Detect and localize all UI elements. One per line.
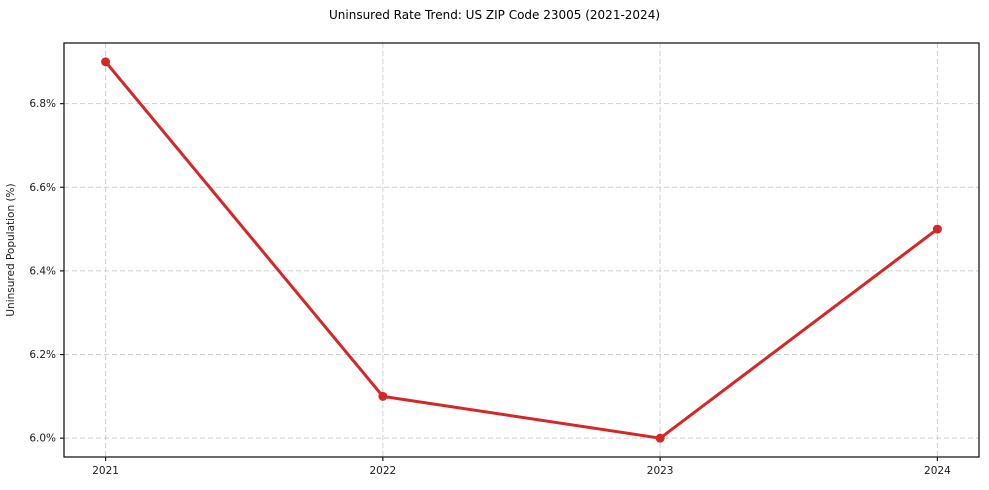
x-tick-label: 2024 [924,465,951,477]
y-tick-label: 6.4% [29,265,56,277]
y-tick-label: 6.6% [29,182,56,194]
data-point-2024 [932,224,942,234]
y-tick-label: 6.8% [29,98,56,110]
x-tick-label: 2023 [647,465,674,477]
y-tick-label: 6.2% [29,349,56,361]
data-point-2023 [655,433,665,443]
y-axis-label: Uninsured Population (%) [5,183,17,316]
y-tick-label: 6.0% [29,433,56,445]
data-point-2021 [101,57,111,67]
plot-spines [63,42,980,458]
data-point-2022 [378,391,388,401]
x-tick-label: 2021 [92,465,119,477]
chart-title: Uninsured Rate Trend: US ZIP Code 23005 … [328,8,661,22]
trend-line [104,60,939,440]
x-tick-label: 2022 [369,465,396,477]
